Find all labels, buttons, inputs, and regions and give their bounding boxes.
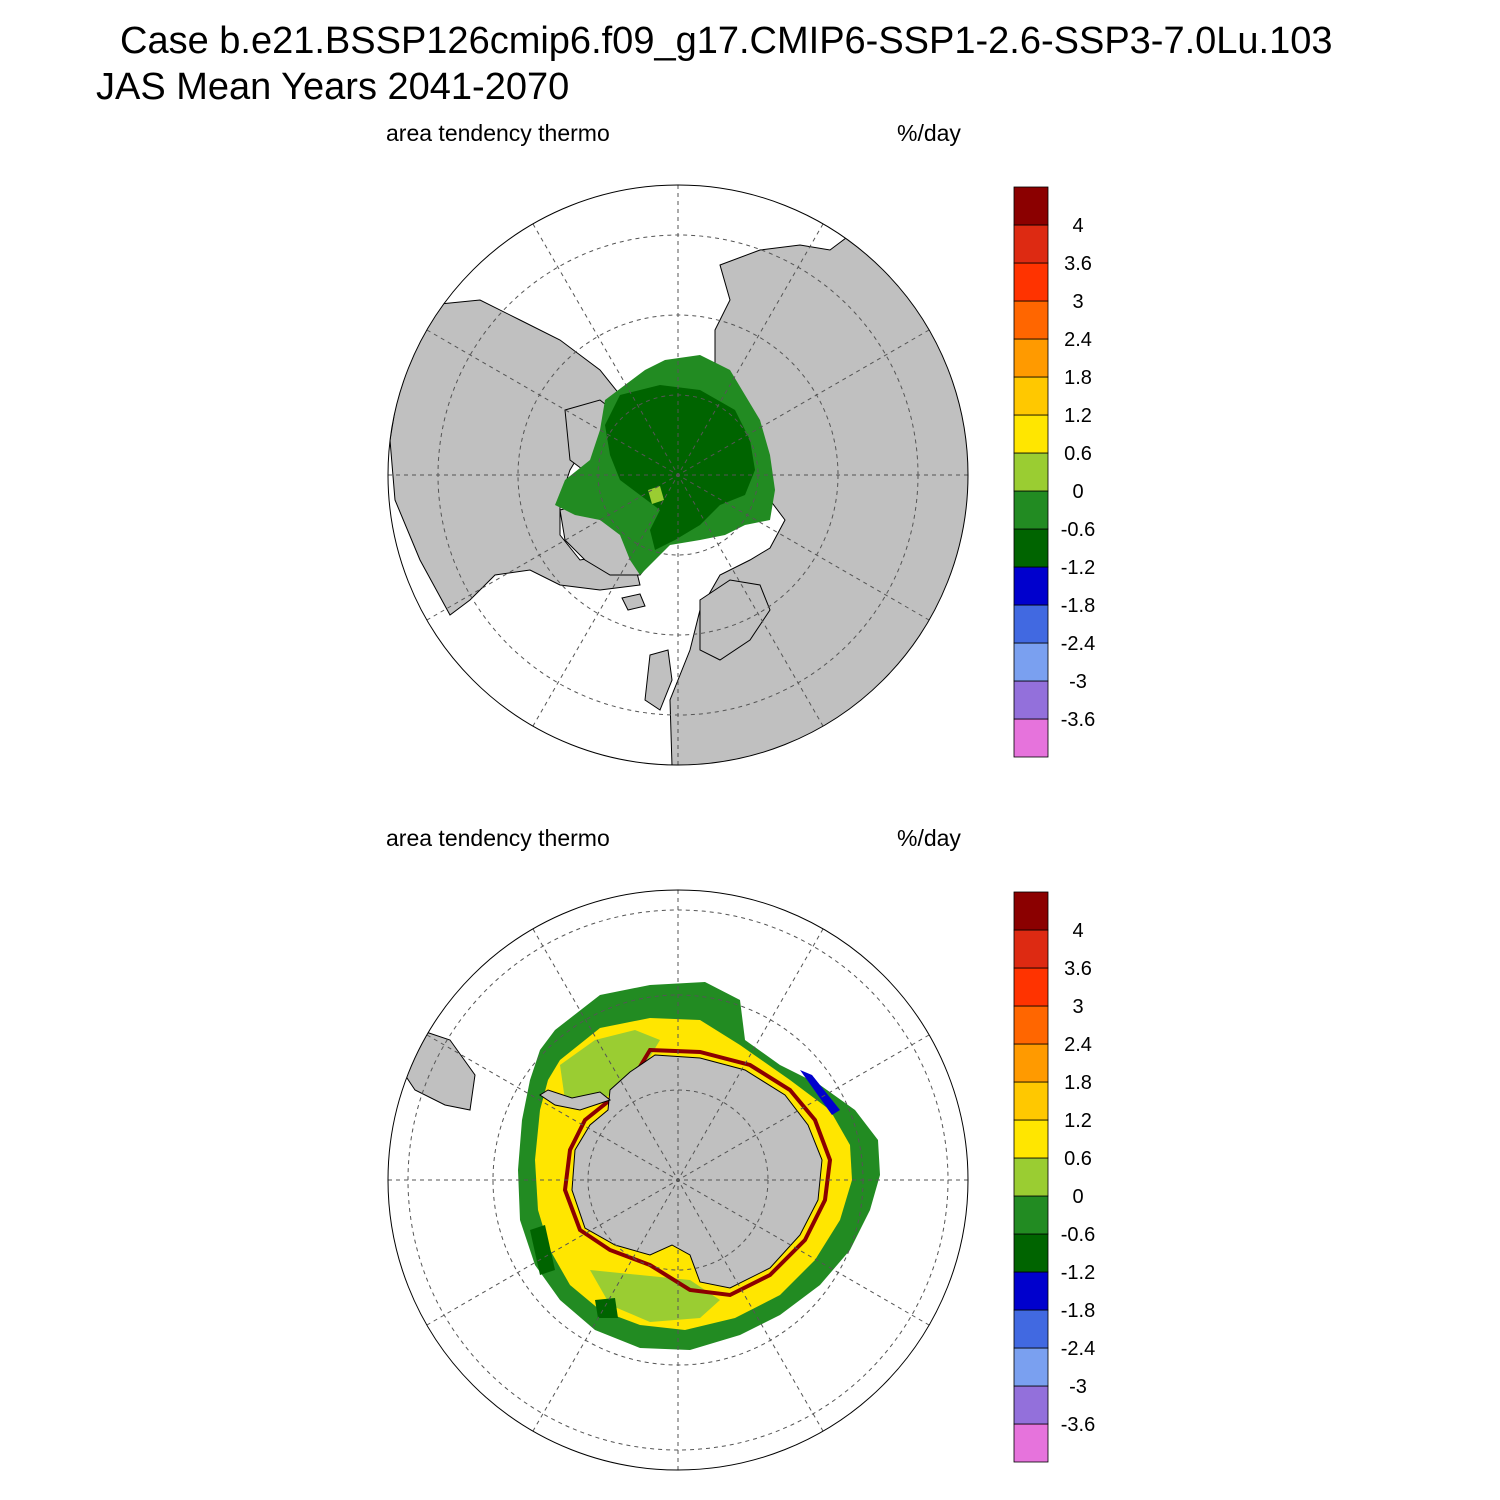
north-colorbar-swatch (1013, 680, 1049, 720)
south-colorbar-swatch (1013, 1385, 1049, 1425)
south-colorbar-swatch (1013, 1043, 1049, 1083)
south-colorbar-tick-label: -2.4 (1061, 1338, 1095, 1360)
north-colorbar-swatch (1013, 338, 1049, 378)
north-colorbar-swatch (1013, 490, 1049, 530)
south-colorbar-swatch (1013, 1005, 1049, 1045)
north-land-iceland (621, 593, 646, 611)
north-sea-ice-field (555, 355, 775, 575)
south-panel-variable-label: area tendency thermo (386, 825, 610, 851)
north-colorbar-tick-label: -3.6 (1061, 709, 1095, 731)
north-colorbar-tick-label: -1.2 (1061, 557, 1095, 579)
south-graticule (388, 890, 968, 1470)
south-colorbar-tick-label: -0.6 (1061, 1224, 1095, 1246)
south-colorbar-swatch (1013, 967, 1049, 1007)
north-colorbar-swatch (1013, 414, 1049, 454)
south-colorbar-swatch (1013, 1081, 1049, 1121)
south-colorbar-swatch (1013, 1423, 1049, 1463)
south-colorbar-swatch (1013, 929, 1049, 969)
south-colorbar-swatch (1013, 1233, 1049, 1273)
north-colorbar-tick-label: 1.2 (1064, 405, 1092, 427)
north-colorbar-swatch (1013, 566, 1049, 606)
north-map-border (387, 184, 969, 766)
south-colorbar-swatch (1013, 1309, 1049, 1349)
north-land-uk (644, 649, 673, 711)
south-ice-weddell-green (560, 1030, 660, 1105)
north-panel-units-label: %/day (897, 120, 961, 146)
south-ice-blue-patch (800, 1070, 840, 1115)
south-colorbar-tick-label: 0.6 (1064, 1148, 1092, 1170)
south-ice-dark-patch-south (595, 1298, 618, 1318)
north-panel-variable-label: area tendency thermo (386, 120, 610, 146)
north-polar-map (387, 184, 969, 766)
south-colorbar-tick-label: 0 (1072, 1186, 1083, 1208)
north-colorbar-tick-label: -2.4 (1061, 633, 1095, 655)
north-colorbar-swatch (1013, 262, 1049, 302)
south-colorbar: -3.6 -3 -2.4 -1.8 -1.2 -0.6 0 0.6 1.2 1.8 2.4 3 3.6 4 (1013, 891, 1095, 1463)
north-colorbar-tick-label: 0 (1072, 481, 1083, 503)
north-colorbar-tick-label: 3 (1072, 291, 1083, 313)
south-polar-map (387, 889, 969, 1471)
north-land-scandinavia (699, 579, 771, 661)
north-colorbar-tick-label: -1.8 (1061, 595, 1095, 617)
north-colorbar-tick-label: -3 (1069, 671, 1087, 693)
south-colorbar-tick-label: 2.4 (1064, 1034, 1092, 1056)
north-ice-inner-core (605, 385, 755, 550)
south-colorbar-tick-label: 1.8 (1064, 1072, 1092, 1094)
south-ice-dark-patch-west (530, 1225, 555, 1275)
south-colorbar-swatch (1013, 1347, 1049, 1387)
south-colorbar-tick-label: 1.2 (1064, 1110, 1092, 1132)
figure-title-line1: Case b.e21.BSSP126cmip6.f09_g17.CMIP6-SS… (120, 20, 1333, 62)
north-colorbar-swatch (1013, 718, 1049, 758)
south-colorbar-swatch (1013, 1195, 1049, 1235)
north-colorbar: -3.6 -3 -2.4 -1.8 -1.2 -0.6 0 0.6 1.2 1.8 2.4 3 3.6 4 (1013, 186, 1095, 758)
south-colorbar-tick-label: 4 (1072, 920, 1083, 942)
figure-title-line2: JAS Mean Years 2041-2070 (96, 66, 570, 108)
north-graticule (388, 185, 968, 765)
south-colorbar-swatch (1013, 1119, 1049, 1159)
north-colorbar-swatch (1013, 376, 1049, 416)
south-colorbar-swatch (1013, 1157, 1049, 1197)
south-colorbar-tick-label: 3.6 (1064, 958, 1092, 980)
south-land-antarctic-peninsula (539, 1089, 612, 1111)
north-colorbar-swatch (1013, 642, 1049, 682)
north-colorbar-tick-label: -0.6 (1061, 519, 1095, 541)
south-colorbar-tick-label: -1.8 (1061, 1300, 1095, 1322)
north-colorbar-swatch (1013, 528, 1049, 568)
south-map-border (387, 889, 969, 1471)
south-colorbar-tick-label: 3 (1072, 996, 1083, 1018)
south-colorbar-swatch (1013, 1271, 1049, 1311)
south-ice-ross-green (590, 1270, 720, 1322)
north-colorbar-swatch (1013, 186, 1049, 226)
north-colorbar-swatch (1013, 300, 1049, 340)
south-colorbar-swatch (1013, 891, 1049, 931)
south-land-antarctica (571, 1054, 823, 1289)
south-colorbar-tick-label: -1.2 (1061, 1262, 1095, 1284)
south-panel-units-label: %/day (897, 825, 961, 851)
north-colorbar-swatch (1013, 224, 1049, 264)
north-colorbar-swatch (1013, 604, 1049, 644)
north-colorbar-tick-label: 2.4 (1064, 329, 1092, 351)
north-colorbar-swatch (1013, 452, 1049, 492)
north-land-masses (389, 234, 968, 765)
north-colorbar-tick-label: 1.8 (1064, 367, 1092, 389)
north-colorbar-tick-label: 0.6 (1064, 443, 1092, 465)
north-colorbar-tick-label: 4 (1072, 215, 1083, 237)
south-colorbar-tick-label: -3.6 (1061, 1414, 1095, 1436)
north-colorbar-tick-label: 3.6 (1064, 253, 1092, 275)
south-colorbar-tick-label: -3 (1069, 1376, 1087, 1398)
